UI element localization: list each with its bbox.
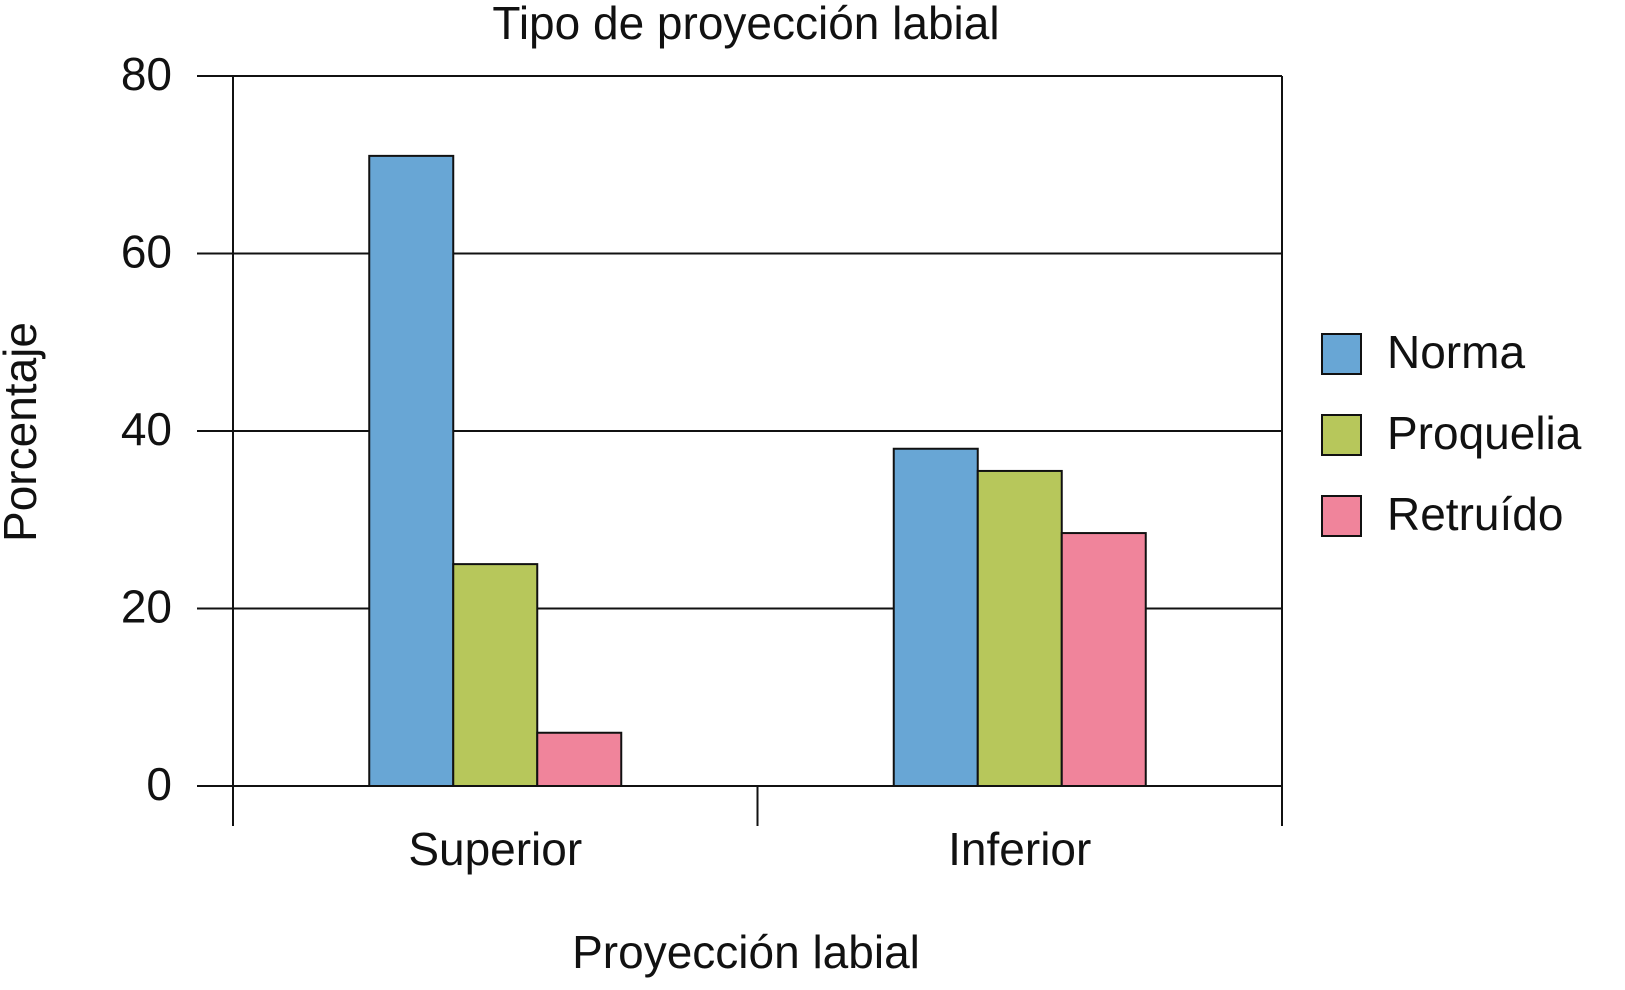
- y-tick-label: 0: [146, 758, 172, 810]
- legend-swatch: [1321, 495, 1362, 537]
- y-tick-label: 20: [121, 581, 172, 633]
- y-tick-label: 40: [121, 403, 172, 455]
- bar: [892, 447, 979, 787]
- chart-title: Tipo de proyección labial: [492, 0, 999, 49]
- legend-label: Retruído: [1387, 488, 1563, 540]
- legend-swatch: [1321, 414, 1362, 456]
- bar: [368, 154, 455, 787]
- x-tick-label: Superior: [408, 823, 582, 875]
- legend-swatch: [1321, 333, 1362, 375]
- legend-label: Norma: [1387, 326, 1525, 378]
- legend-label: Proquelia: [1387, 407, 1582, 459]
- x-axis-label: Proyección labial: [572, 926, 920, 978]
- x-tick-label: Inferior: [948, 823, 1091, 875]
- bar: [1060, 532, 1147, 787]
- bar: [452, 563, 539, 787]
- y-axis-label: Porcentaje: [0, 322, 46, 542]
- y-tick-label: 80: [121, 48, 172, 100]
- bar: [976, 469, 1063, 787]
- y-tick-label: 60: [121, 226, 172, 278]
- bar: [536, 731, 623, 787]
